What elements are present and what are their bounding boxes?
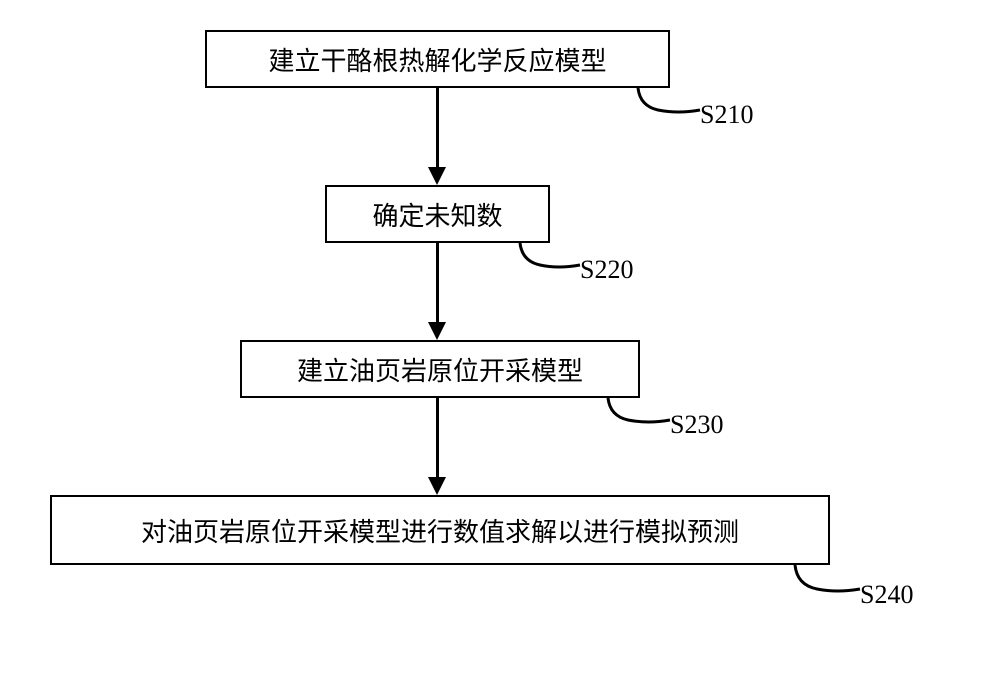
arrow-3-head [428, 477, 446, 495]
arrow-3-line [436, 398, 439, 477]
node-text: 确定未知数 [372, 196, 502, 233]
flowchart-canvas: 建立干酪根热解化学反应模型 S210 确定未知数 S220 建立油页岩原位开采模… [0, 0, 1000, 690]
node-text: 建立油页岩原位开采模型 [297, 351, 583, 388]
flowchart-node-2: 确定未知数 [325, 185, 550, 243]
callout-tail-1 [628, 88, 708, 118]
callout-tail-3 [598, 398, 678, 428]
step-label-1: S210 [700, 100, 753, 130]
node-text: 建立干酪根热解化学反应模型 [268, 41, 606, 78]
flowchart-node-4: 对油页岩原位开采模型进行数值求解以进行模拟预测 [50, 495, 830, 565]
step-label-2: S220 [580, 255, 633, 285]
step-label-4: S240 [860, 580, 913, 610]
flowchart-node-3: 建立油页岩原位开采模型 [240, 340, 640, 398]
arrow-2-line [436, 243, 439, 322]
flowchart-node-1: 建立干酪根热解化学反应模型 [205, 30, 670, 88]
callout-tail-2 [510, 243, 588, 273]
arrow-1-line [436, 88, 439, 167]
arrow-2-head [428, 322, 446, 340]
arrow-1-head [428, 167, 446, 185]
node-text: 对油页岩原位开采模型进行数值求解以进行模拟预测 [141, 512, 739, 549]
callout-tail-4 [785, 565, 868, 598]
step-label-3: S230 [670, 410, 723, 440]
